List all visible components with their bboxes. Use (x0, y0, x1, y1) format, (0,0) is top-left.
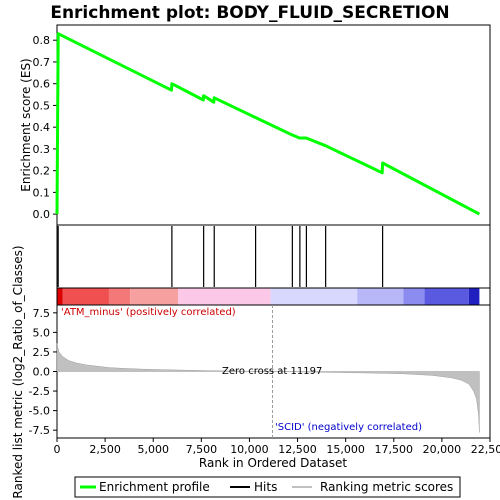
ranking-metric-area (56, 343, 480, 433)
es-y-tick-label: 0.4 (33, 121, 51, 134)
metric-y-tick-label: 7.5 (33, 307, 51, 320)
x-tick-label: 7,500 (186, 443, 218, 456)
legend-metric-label: Ranking metric scores (320, 480, 453, 494)
legend-enrichment-label: Enrichment profile (99, 480, 210, 494)
x-tick-label: 10,000 (230, 443, 269, 456)
rank-bar-segment (270, 288, 358, 305)
positive-correlation-label: 'ATM_minus' (positively correlated) (61, 307, 236, 318)
x-tick-label: 17,500 (375, 443, 414, 456)
metric-y-tick-label: -7.5 (29, 424, 50, 437)
es-y-tick-label: 0.5 (33, 99, 51, 112)
rank-bar-segment (178, 288, 271, 305)
x-tick-label: 12,500 (278, 443, 317, 456)
x-tick-label: 15,000 (326, 443, 365, 456)
es-y-tick-label: 0.8 (33, 34, 51, 47)
negative-correlation-label: 'SCID' (negatively correlated) (275, 422, 422, 433)
chart-title: Enrichment plot: BODY_FLUID_SECRETION (50, 3, 449, 23)
rank-bar-segment (108, 288, 131, 305)
x-tick-label: 0 (54, 443, 61, 456)
x-tick-label: 22,500 (471, 443, 500, 456)
rank-bar-segment (357, 288, 404, 305)
es-y-tick-label: 0.0 (33, 208, 51, 221)
rank-bar-segment (403, 288, 425, 305)
metric-y-tick-label: 0.0 (33, 366, 51, 379)
enrichment-profile-line (55, 32, 481, 216)
zero-cross-label: Zero cross at 11197 (222, 366, 322, 377)
x-tick-label: 2,500 (89, 443, 121, 456)
rank-bar-segment (468, 288, 480, 305)
metric-y-tick-label: -5.0 (29, 405, 50, 418)
rank-bar-segment (424, 288, 469, 305)
es-y-tick-label: 0.3 (33, 143, 51, 156)
es-y-tick-label: 0.7 (33, 56, 51, 69)
x-axis-label: Rank in Ordered Dataset (199, 456, 347, 470)
es-axis-label: Enrichment score (ES) (19, 58, 33, 191)
metric-axis-label: Ranked list metric (log2_Ratio_of_Classe… (11, 245, 25, 498)
x-tick-label: 5,000 (137, 443, 169, 456)
metric-y-tick-label: -2.5 (29, 385, 50, 398)
legend-hits-label: Hits (254, 480, 277, 494)
es-y-tick-label: 0.2 (33, 165, 51, 178)
rank-bar-segment (62, 288, 109, 305)
es-y-tick-label: 0.1 (33, 186, 51, 199)
rank-bar-segment (57, 288, 63, 305)
x-tick-label: 20,000 (423, 443, 462, 456)
hits-panel-frame (56, 224, 491, 289)
legend-box (74, 476, 461, 498)
metric-y-tick-label: 5.0 (33, 326, 51, 339)
rank-bar-segment (130, 288, 179, 305)
es-y-tick-label: 0.6 (33, 78, 51, 91)
metric-y-tick-label: 2.5 (33, 346, 51, 359)
